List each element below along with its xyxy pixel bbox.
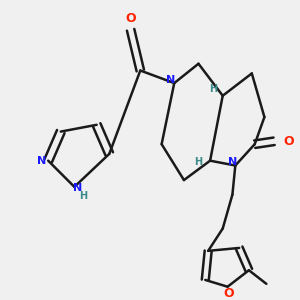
Text: H: H bbox=[209, 84, 217, 94]
Text: N: N bbox=[166, 75, 176, 85]
Text: O: O bbox=[125, 12, 136, 25]
Text: H: H bbox=[80, 190, 88, 201]
Text: N: N bbox=[37, 156, 46, 166]
Text: N: N bbox=[228, 157, 237, 167]
Text: O: O bbox=[224, 286, 234, 300]
Text: H: H bbox=[194, 157, 202, 167]
Text: N: N bbox=[73, 183, 83, 193]
Text: O: O bbox=[283, 135, 294, 148]
